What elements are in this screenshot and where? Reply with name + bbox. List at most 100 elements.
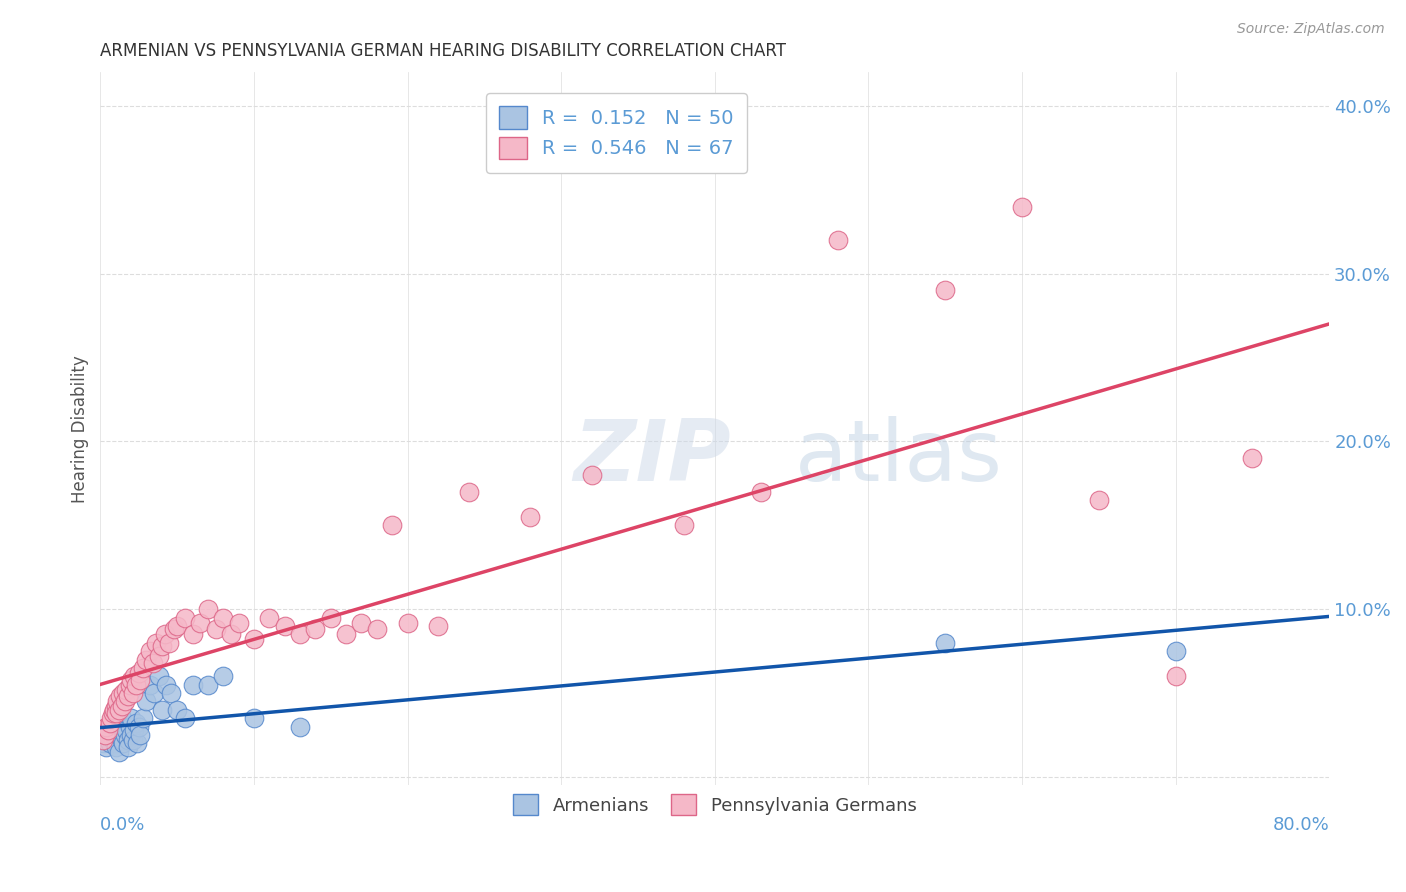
Point xyxy=(125,716,148,731)
Point xyxy=(107,728,129,742)
Point xyxy=(458,484,481,499)
Point xyxy=(1164,669,1187,683)
Point xyxy=(1164,644,1187,658)
Text: Source: ZipAtlas.com: Source: ZipAtlas.com xyxy=(1237,22,1385,37)
Point xyxy=(143,686,166,700)
Point xyxy=(228,615,250,630)
Point xyxy=(111,711,134,725)
Point xyxy=(97,723,120,737)
Point xyxy=(1088,493,1111,508)
Point xyxy=(98,736,121,750)
Point xyxy=(427,619,450,633)
Point xyxy=(114,694,136,708)
Point xyxy=(219,627,242,641)
Point xyxy=(197,678,219,692)
Point xyxy=(112,686,135,700)
Point xyxy=(101,733,124,747)
Point xyxy=(173,711,195,725)
Point xyxy=(96,720,118,734)
Point xyxy=(319,610,342,624)
Text: atlas: atlas xyxy=(794,416,1002,499)
Point xyxy=(101,706,124,721)
Text: ZIP: ZIP xyxy=(574,416,731,499)
Text: ARMENIAN VS PENNSYLVANIA GERMAN HEARING DISABILITY CORRELATION CHART: ARMENIAN VS PENNSYLVANIA GERMAN HEARING … xyxy=(100,42,786,60)
Point xyxy=(212,669,235,683)
Point xyxy=(117,733,139,747)
Point xyxy=(173,610,195,624)
Point xyxy=(155,678,177,692)
Point xyxy=(98,716,121,731)
Point xyxy=(934,636,956,650)
Point xyxy=(273,619,295,633)
Point xyxy=(121,686,143,700)
Point xyxy=(103,703,125,717)
Point xyxy=(581,468,603,483)
Point xyxy=(111,733,134,747)
Point xyxy=(105,720,128,734)
Point xyxy=(138,678,160,692)
Point xyxy=(110,690,132,704)
Point xyxy=(1241,451,1264,466)
Point xyxy=(104,716,127,731)
Point xyxy=(115,723,138,737)
Point xyxy=(160,686,183,700)
Point xyxy=(145,636,167,650)
Point xyxy=(121,733,143,747)
Point xyxy=(107,703,129,717)
Point xyxy=(163,623,186,637)
Point xyxy=(153,627,176,641)
Point xyxy=(115,682,138,697)
Point xyxy=(673,518,696,533)
Point xyxy=(150,639,173,653)
Point xyxy=(827,233,849,247)
Y-axis label: Hearing Disability: Hearing Disability xyxy=(72,355,89,503)
Point xyxy=(148,649,170,664)
Point xyxy=(350,615,373,630)
Point xyxy=(366,623,388,637)
Point xyxy=(101,720,124,734)
Point xyxy=(135,694,157,708)
Point xyxy=(96,739,118,754)
Point xyxy=(166,619,188,633)
Point xyxy=(117,690,139,704)
Point xyxy=(120,673,142,687)
Point xyxy=(93,736,115,750)
Point xyxy=(104,699,127,714)
Point xyxy=(100,711,122,725)
Point xyxy=(112,736,135,750)
Point xyxy=(166,703,188,717)
Point xyxy=(288,720,311,734)
Point xyxy=(396,615,419,630)
Point xyxy=(120,728,142,742)
Point xyxy=(122,669,145,683)
Point xyxy=(243,711,266,725)
Point xyxy=(181,678,204,692)
Point xyxy=(188,615,211,630)
Point xyxy=(127,736,149,750)
Point xyxy=(212,610,235,624)
Point xyxy=(197,602,219,616)
Point xyxy=(135,652,157,666)
Point xyxy=(117,739,139,754)
Point xyxy=(110,723,132,737)
Point xyxy=(104,706,127,721)
Point xyxy=(129,728,152,742)
Point xyxy=(94,733,117,747)
Point xyxy=(150,703,173,717)
Point xyxy=(381,518,404,533)
Point xyxy=(104,736,127,750)
Point xyxy=(97,728,120,742)
Point xyxy=(114,728,136,742)
Point xyxy=(120,711,142,725)
Point xyxy=(132,711,155,725)
Point xyxy=(148,669,170,683)
Point xyxy=(181,627,204,641)
Point xyxy=(132,661,155,675)
Point xyxy=(288,627,311,641)
Point xyxy=(335,627,357,641)
Point xyxy=(259,610,281,624)
Point xyxy=(112,720,135,734)
Point xyxy=(128,665,150,680)
Point xyxy=(138,644,160,658)
Point xyxy=(122,723,145,737)
